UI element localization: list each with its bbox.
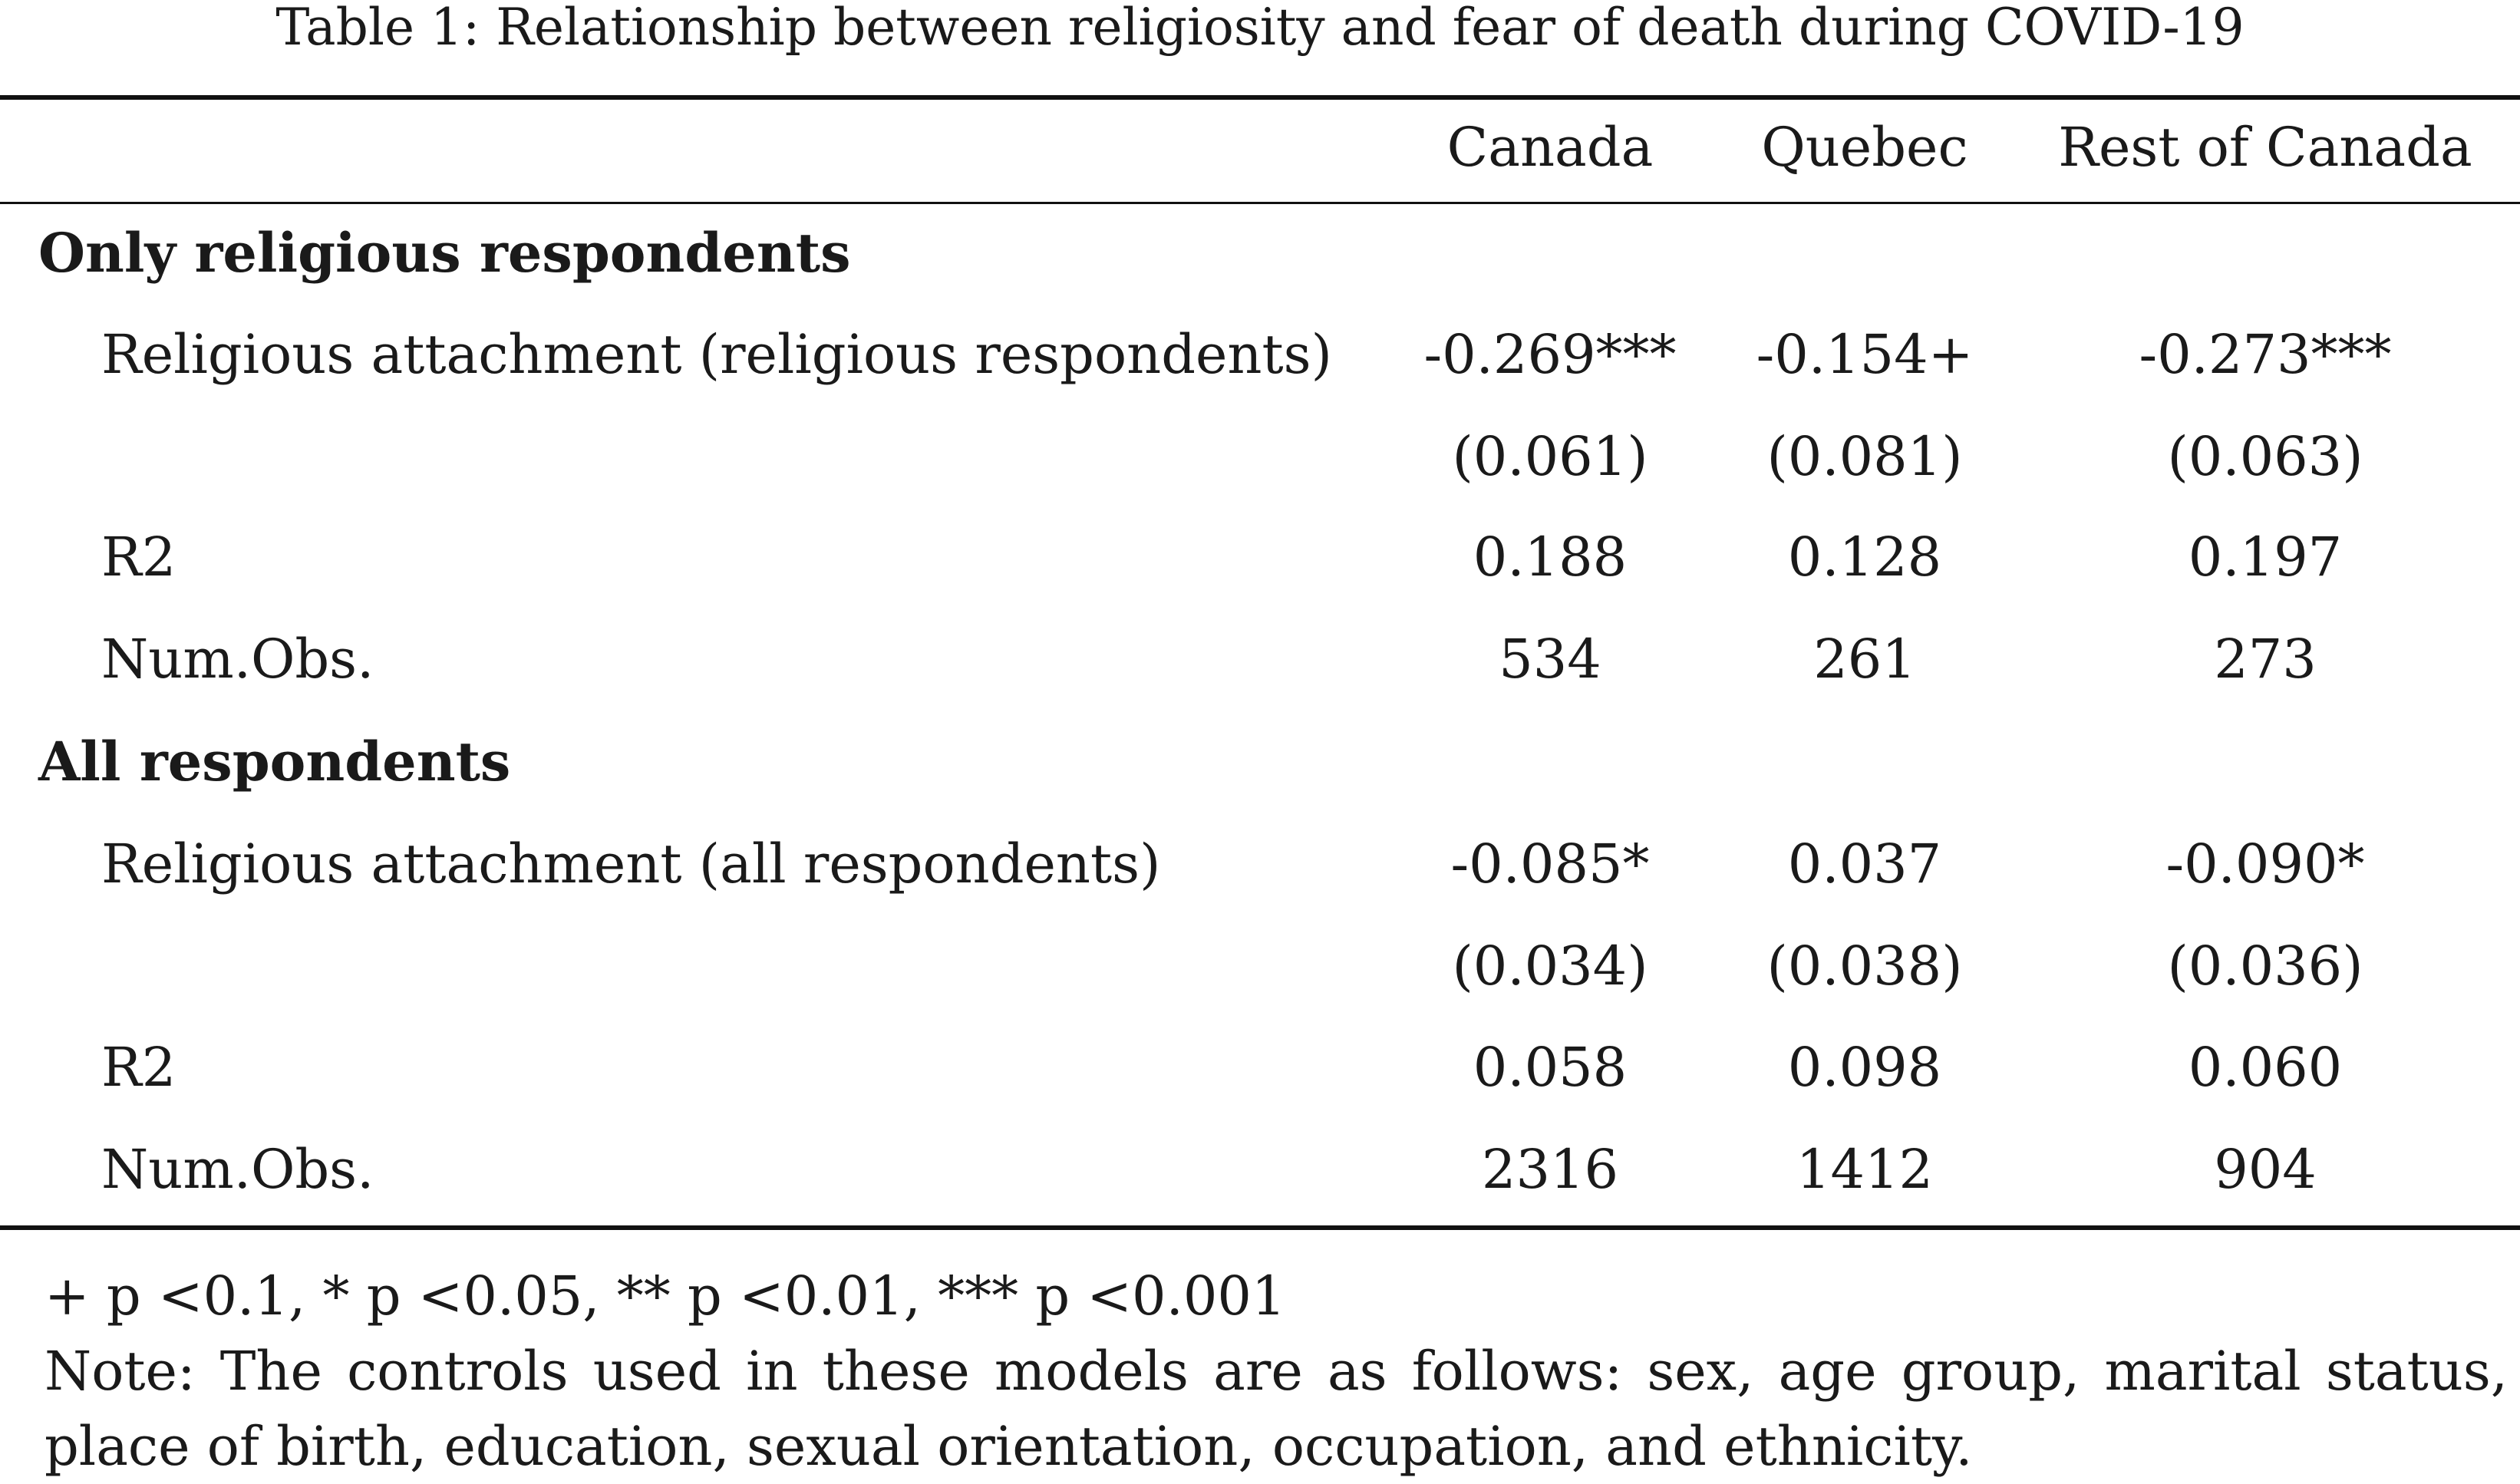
cell-rest-of-canada: -0.090* bbox=[2165, 833, 2365, 895]
cell-quebec: -0.154+ bbox=[1756, 323, 1974, 386]
section-title-all: All respondents bbox=[38, 730, 511, 793]
controls-note-line-1: Note: The controls used in these models … bbox=[45, 1340, 2508, 1403]
cell-rest-of-canada: 0.060 bbox=[2188, 1036, 2343, 1099]
top-rule bbox=[0, 95, 2520, 100]
row-label: Religious attachment (all respondents) bbox=[101, 833, 1161, 895]
cell-canada: -0.269*** bbox=[1423, 323, 1677, 386]
significance-footnote: + p <0.1, * p <0.05, ** p <0.01, *** p <… bbox=[45, 1265, 1286, 1327]
column-header-canada: Canada bbox=[1446, 116, 1654, 179]
row-label: R2 bbox=[101, 526, 176, 589]
cell-quebec: (0.081) bbox=[1766, 425, 1963, 488]
row-label: Num.Obs. bbox=[101, 628, 374, 691]
header-rule bbox=[0, 202, 2520, 204]
cell-quebec: 0.037 bbox=[1787, 833, 1942, 895]
cell-quebec: 261 bbox=[1813, 628, 1916, 691]
column-header-quebec: Quebec bbox=[1761, 116, 1968, 179]
cell-canada: 0.188 bbox=[1473, 526, 1628, 589]
cell-quebec: 0.128 bbox=[1787, 526, 1942, 589]
cell-canada: 0.058 bbox=[1473, 1036, 1628, 1099]
cell-canada: (0.034) bbox=[1452, 935, 1648, 998]
row-label: Religious attachment (religious responde… bbox=[101, 323, 1332, 386]
cell-rest-of-canada: (0.036) bbox=[2167, 935, 2363, 998]
cell-quebec: 1412 bbox=[1796, 1138, 1934, 1201]
cell-canada: 534 bbox=[1499, 628, 1601, 691]
cell-canada: -0.085* bbox=[1450, 833, 1650, 895]
cell-rest-of-canada: -0.273*** bbox=[2139, 323, 2392, 386]
cell-rest-of-canada: 0.197 bbox=[2188, 526, 2343, 589]
table-caption: Table 1: Relationship between religiosit… bbox=[275, 0, 2245, 57]
column-header-rest-of-canada: Rest of Canada bbox=[2058, 116, 2472, 179]
row-label: Num.Obs. bbox=[101, 1138, 374, 1201]
section-title-religious: Only religious respondents bbox=[38, 221, 851, 285]
cell-quebec: 0.098 bbox=[1787, 1036, 1942, 1099]
cell-rest-of-canada: (0.063) bbox=[2167, 425, 2363, 488]
cell-quebec: (0.038) bbox=[1766, 935, 1963, 998]
controls-note-line-2: place of birth, education, sexual orient… bbox=[45, 1415, 1973, 1478]
cell-canada: 2316 bbox=[1481, 1138, 1619, 1201]
bottom-rule bbox=[0, 1225, 2520, 1230]
cell-canada: (0.061) bbox=[1452, 425, 1648, 488]
row-label: R2 bbox=[101, 1036, 176, 1099]
cell-rest-of-canada: 273 bbox=[2214, 628, 2317, 691]
cell-rest-of-canada: 904 bbox=[2214, 1138, 2317, 1201]
